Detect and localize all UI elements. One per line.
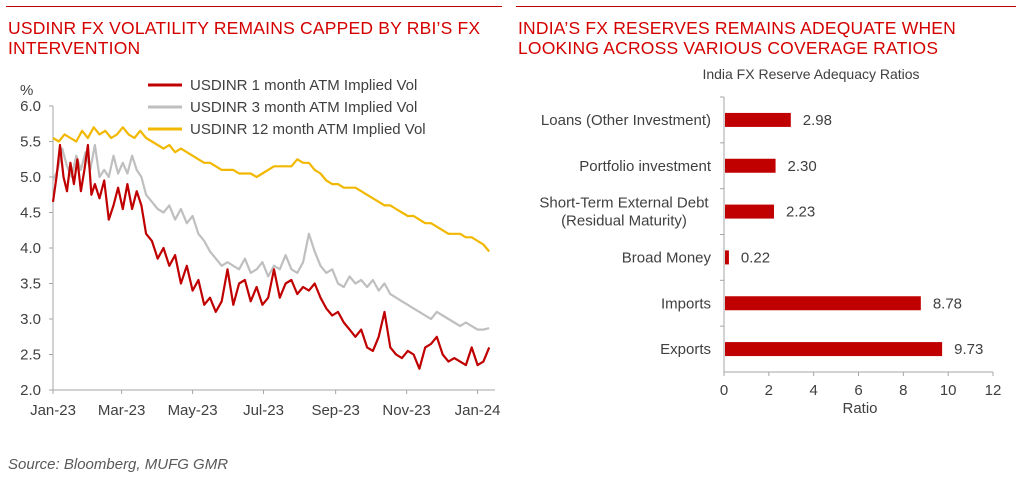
line-chart-y-tick-label: 5.0 [20, 169, 41, 186]
bar-chart-title: India FX Reserve Adequacy Ratios [702, 66, 919, 82]
bar-chart-x-tick-label: 6 [854, 382, 862, 399]
bar-category-label: Short-Term External Debt [539, 195, 709, 212]
line-chart-y-tick-label: 3.0 [20, 311, 41, 328]
line-chart-y-tick-label: 2.0 [20, 382, 41, 399]
bar [725, 250, 729, 265]
bar-value-label: 2.23 [786, 204, 815, 221]
line-chart-y-tick-label: 2.5 [20, 347, 41, 364]
left-panel-title: USDINR FX VOLATILITY REMAINS CAPPED BY R… [8, 18, 480, 58]
line-series-3m [51, 143, 490, 331]
bar-value-label: 0.22 [741, 249, 770, 266]
legend-label-1m: USDINR 1 month ATM Implied Vol [190, 77, 417, 94]
right-panel-rule [516, 6, 1016, 7]
line-chart-x-tick-label: Jan-23 [30, 402, 76, 419]
line-chart-x-tick-label: Jul-23 [243, 402, 284, 419]
line-chart-y-tick-label: 4.0 [20, 240, 41, 257]
bar-chart-x-tick-label: 12 [985, 382, 1002, 399]
bar-value-label: 2.30 [788, 158, 817, 175]
bar-value-label: 9.73 [954, 341, 983, 358]
legend-label-12m: USDINR 12 month ATM Implied Vol [190, 121, 426, 138]
bar-value-label: 2.98 [803, 112, 832, 129]
source-note: Source: Bloomberg, MUFG GMR [8, 456, 229, 473]
bar-chart-x-tick-label: 10 [940, 382, 957, 399]
bar-category-label: Loans (Other Investment) [541, 112, 711, 129]
line-chart-y-tick-label: 6.0 [20, 98, 41, 115]
bar-chart-x-tick-label: 0 [720, 382, 728, 399]
line-chart-x-tick-label: Nov-23 [382, 402, 430, 419]
legend-label-3m: USDINR 3 month ATM Implied Vol [190, 99, 417, 116]
bar-category-label: Exports [660, 341, 711, 358]
left-title-line-2: INTERVENTION [8, 38, 141, 58]
line-chart-y-tick-label: 5.5 [20, 134, 41, 151]
left-title-line-1: USDINR FX VOLATILITY REMAINS CAPPED BY R… [8, 18, 481, 38]
line-series-12m [52, 126, 491, 253]
bar-category-label: Broad Money [622, 249, 712, 266]
fx-reserve-adequacy-bar-chart: India FX Reserve Adequacy Ratios 0 2 4 6 8 10 1… [539, 66, 1002, 417]
right-panel-title: INDIA’S FX RESERVES REMAINS ADEQUATE WHE… [518, 18, 956, 58]
bar [725, 158, 776, 173]
line-chart-y-unit-label: % [20, 82, 33, 99]
bar-chart-x-tick-label: 4 [809, 382, 817, 399]
line-chart-x-tick-label: Sep-23 [311, 402, 359, 419]
bar-category-label: Portfolio investment [579, 158, 712, 175]
line-chart-y-tick-label: 4.5 [20, 205, 41, 222]
right-title-line-2: LOOKING ACROSS VARIOUS COVERAGE RATIOS [518, 38, 939, 58]
line-chart-x-tick-label: Mar-23 [98, 402, 146, 419]
bar [725, 204, 774, 219]
line-chart-x-tick-label: Jan-24 [455, 402, 501, 419]
left-panel-rule [6, 6, 502, 7]
bar-value-label: 8.78 [933, 295, 962, 312]
bar-chart-x-tick-label: 8 [899, 382, 907, 399]
bar [725, 112, 791, 127]
bar-category-label: (Residual Maturity) [561, 213, 687, 230]
line-chart-x-tick-label: May-23 [168, 402, 218, 419]
bar-chart-x-tick-label: 2 [765, 382, 773, 399]
right-title-line-1: INDIA’S FX RESERVES REMAINS ADEQUATE WHE… [518, 18, 957, 38]
line-series-1m [51, 143, 491, 370]
usdinr-implied-vol-line-chart: % 2.0 2.5 3.0 3.5 4.0 4.5 5.0 5.5 6.0 Jan-23 Mar-23… [20, 77, 501, 419]
bar-category-label: Imports [661, 295, 711, 312]
bar [725, 296, 921, 311]
line-chart-y-tick-label: 3.5 [20, 276, 41, 293]
bar [725, 342, 943, 357]
bar-chart-x-axis-title: Ratio [842, 400, 877, 417]
